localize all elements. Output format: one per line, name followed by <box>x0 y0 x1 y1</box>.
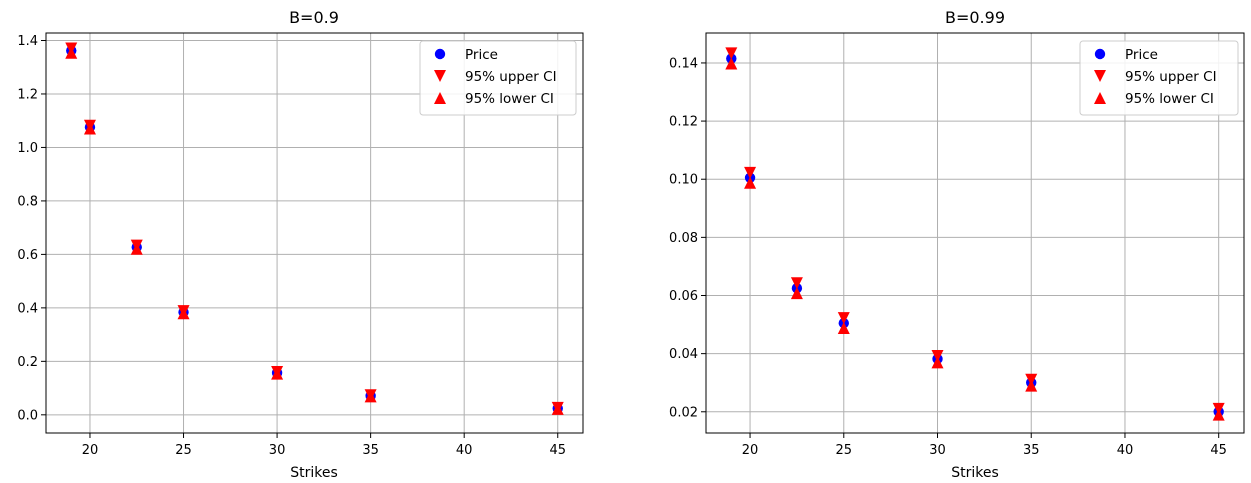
lower-ci-point <box>790 287 803 300</box>
lower-ci-point <box>551 402 564 415</box>
legend-marker <box>434 48 446 60</box>
y-tick-label: 0.04 <box>669 347 698 362</box>
y-tick-label: 1.0 <box>17 141 38 156</box>
x-tick-label: 40 <box>456 443 473 458</box>
lower-ci-point <box>725 57 738 70</box>
plot-frame-b09 <box>45 32 584 434</box>
upper-ci-point <box>790 277 803 290</box>
x-tick-label: 30 <box>929 443 946 458</box>
plot-frame-b099 <box>705 32 1245 434</box>
chart-title-b09: B=0.9 <box>289 8 339 27</box>
y-tick-label: 0.08 <box>669 231 698 246</box>
x-tick-label: 35 <box>1023 443 1040 458</box>
legend-label: Price <box>465 47 498 63</box>
legend-b099: Price 95% upper CI 95% lower CI <box>1079 40 1239 116</box>
x-tick-label: 25 <box>836 443 853 458</box>
chart-panel-b09: 20 25 30 35 40 45 0.0 0.2 0.4 0.6 0.8 1.0 1.2 1.4 B=… <box>17 8 584 481</box>
legend-label: 95% lower CI <box>1125 91 1214 107</box>
upper-ci-point <box>725 47 738 60</box>
legend-label: 95% upper CI <box>1125 69 1217 85</box>
x-tick-label: 30 <box>269 443 286 458</box>
legend-label: Price <box>1125 47 1158 63</box>
lower-ci-point <box>931 356 944 369</box>
lower-ci-point <box>837 322 850 335</box>
x-tick-label: 20 <box>82 443 99 458</box>
lower-ci-point <box>271 367 284 380</box>
legend-box <box>1079 40 1239 116</box>
legend-label: 95% lower CI <box>465 91 554 107</box>
y-tick-label: 0.14 <box>669 56 698 71</box>
x-tick-label: 35 <box>362 443 379 458</box>
lower-ci-point <box>1025 379 1038 392</box>
y-tick-label: 0.10 <box>669 173 698 188</box>
y-tick-label: 0.6 <box>17 248 38 263</box>
legend-marker <box>434 92 446 104</box>
x-axis-b09: 20 25 30 35 40 45 <box>82 433 566 458</box>
x-tick-label: 25 <box>175 443 192 458</box>
y-tick-label: 0.0 <box>17 408 38 423</box>
legend-b09: Price 95% upper CI 95% lower CI <box>419 40 577 116</box>
x-axis-b099: 20 25 30 35 40 45 <box>742 433 1227 458</box>
x-tick-label: 45 <box>1210 443 1227 458</box>
y-tick-label: 1.4 <box>17 34 38 49</box>
y-tick-label: 0.06 <box>669 289 698 304</box>
y-tick-label: 0.12 <box>669 115 698 130</box>
y-tick-label: 1.2 <box>17 87 38 102</box>
x-axis-label-b09: Strikes <box>290 465 338 481</box>
x-tick-label: 20 <box>742 443 759 458</box>
y-axis-b09: 0.0 0.2 0.4 0.6 0.8 1.0 1.2 1.4 <box>17 34 46 423</box>
y-tick-label: 0.2 <box>17 355 38 370</box>
legend-marker <box>1094 70 1106 82</box>
legend-marker <box>1094 92 1106 104</box>
chart-title-b099: B=0.99 <box>945 8 1005 27</box>
y-tick-label: 0.8 <box>17 194 38 209</box>
y-axis-b099: 0.02 0.04 0.06 0.08 0.10 0.12 0.14 <box>669 56 706 420</box>
upper-ci-point <box>837 312 850 325</box>
legend-marker <box>434 70 446 82</box>
upper-ci-point <box>931 349 944 362</box>
lower-ci-point <box>364 390 377 403</box>
legend-label: 95% upper CI <box>465 69 557 85</box>
markers-b09 <box>65 42 564 415</box>
lower-ci-point <box>177 307 190 320</box>
x-axis-label-b099: Strikes <box>951 465 999 481</box>
lower-ci-point <box>130 242 143 255</box>
markers-b099 <box>725 47 1225 421</box>
chart-panel-b099: 20 25 30 35 40 45 0.02 0.04 0.06 0.08 0.10 0.12 0.1… <box>669 8 1245 481</box>
lower-ci-point <box>744 176 757 189</box>
legend-box <box>419 40 577 116</box>
y-tick-label: 0.4 <box>17 301 38 316</box>
lower-ci-point <box>1212 408 1225 421</box>
legend-marker <box>1094 48 1106 60</box>
lower-ci-point <box>83 122 96 135</box>
x-tick-label: 40 <box>1117 443 1134 458</box>
lower-ci-point <box>65 46 78 59</box>
x-tick-label: 45 <box>549 443 566 458</box>
y-tick-label: 0.02 <box>669 405 698 420</box>
upper-ci-point <box>744 166 757 179</box>
